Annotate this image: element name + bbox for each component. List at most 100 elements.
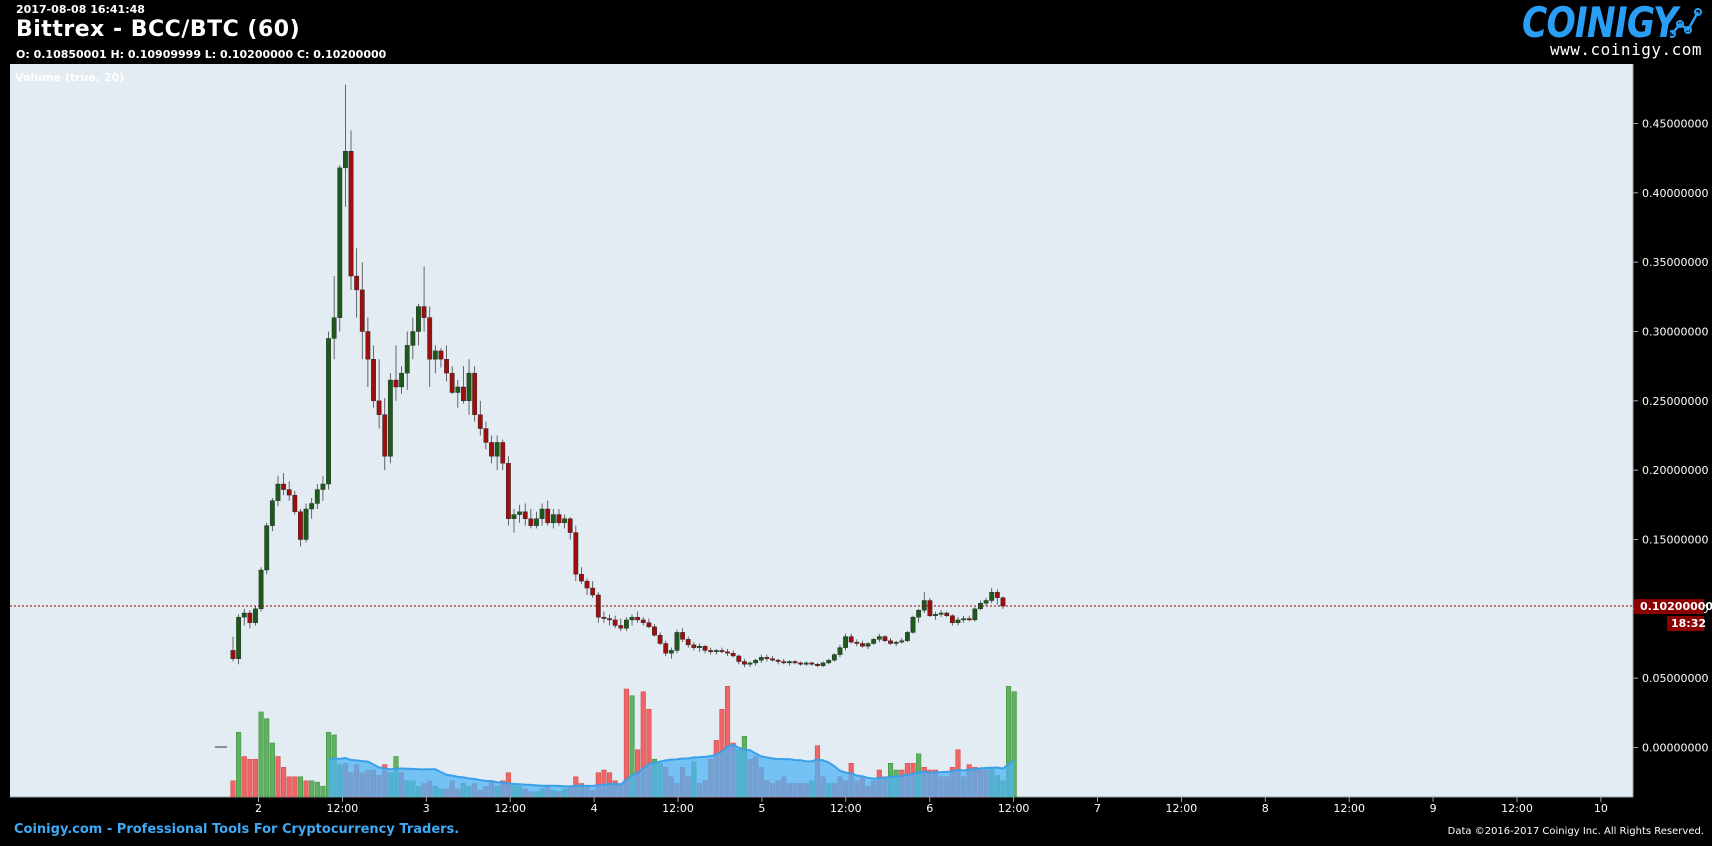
candle-body (264, 525, 270, 571)
candle-body (697, 646, 702, 648)
candle-body (567, 518, 573, 533)
candle-body (365, 331, 371, 360)
candle-body (652, 626, 657, 636)
coinigy-logo[interactable]: COINIGY www.coinigy.com (1522, 0, 1702, 62)
footer-tagline[interactable]: Coinigy.com - Professional Tools For Cry… (14, 822, 460, 837)
candle-body (736, 655, 742, 662)
candle-body (432, 350, 438, 360)
candle-body (556, 514, 562, 524)
y-tick-label: 0.15000000 (1642, 534, 1708, 547)
candle-body (758, 657, 764, 661)
candle-body (309, 503, 315, 510)
candle-body (500, 442, 506, 464)
candle-body (888, 640, 893, 644)
candle-body (404, 345, 410, 374)
x-tick-label: 6 (926, 802, 933, 815)
candle-body (742, 661, 747, 665)
volume-bar (247, 758, 253, 798)
candle-body (775, 659, 781, 662)
candle-body (753, 659, 759, 664)
candle-body (843, 636, 848, 648)
candle-body (994, 591, 1000, 598)
volume-ma-line (328, 743, 1015, 788)
candle-body (376, 400, 382, 415)
volume-bar (258, 711, 264, 798)
candle-body (725, 651, 730, 654)
candle-body (927, 600, 933, 616)
candle-body (326, 338, 331, 485)
candle-body (680, 632, 686, 640)
candle-body (573, 532, 579, 575)
plot-area[interactable] (10, 64, 1633, 797)
candle-body (382, 414, 388, 457)
candle-body (730, 653, 736, 657)
volume-ma-fill (328, 744, 1015, 797)
candle-body (236, 616, 242, 659)
x-tick-label: 8 (1262, 802, 1269, 815)
candle-body (528, 518, 534, 526)
volume-bar (269, 742, 275, 798)
x-tick-label: 4 (591, 802, 598, 815)
candle-body (708, 650, 714, 653)
candle-body (871, 639, 877, 644)
candle-body (848, 636, 854, 643)
candle-body (489, 442, 494, 457)
candle-body (831, 654, 837, 661)
candle-body (494, 442, 500, 457)
candle-body (601, 616, 607, 619)
ohlc-readout: O: 0.10850001 H: 0.10909999 L: 0.1020000… (16, 48, 387, 61)
logo-url: www.coinigy.com (1550, 40, 1702, 59)
candle-body (472, 372, 478, 415)
x-tick-label: 12:00 (998, 802, 1030, 815)
candle-body (410, 331, 416, 346)
candle-body (461, 386, 466, 402)
candle-body (539, 508, 545, 519)
candle-body (663, 643, 669, 654)
volume-bar (281, 767, 287, 798)
candle-body (371, 359, 376, 402)
candle-body (803, 662, 809, 665)
candle-body (320, 483, 326, 490)
candle-body (359, 289, 365, 332)
y-tick-label: 0.05000000 (1642, 672, 1708, 685)
candle-body (938, 612, 944, 615)
candle-body (421, 306, 427, 318)
x-tick-label: 9 (1430, 802, 1437, 815)
candle-body (770, 658, 775, 661)
candle-body (427, 317, 433, 360)
y-tick-label: 0.30000000 (1642, 326, 1708, 339)
candle-body (534, 518, 539, 526)
candle-body (269, 500, 275, 526)
candle-body (579, 573, 584, 582)
candle-body (792, 661, 798, 664)
candle-body (854, 641, 860, 644)
volume-bar (297, 776, 303, 798)
volume-bar (275, 756, 281, 798)
x-tick-label: 12:00 (1333, 802, 1365, 815)
volume-bar (309, 780, 315, 798)
candle-body (837, 647, 843, 655)
candle-body (905, 632, 910, 641)
x-tick-label: 12:00 (662, 802, 694, 815)
y-tick-label: 0.35000000 (1642, 256, 1708, 269)
y-tick-label: 0.00000000 (1642, 742, 1708, 755)
candle-body (786, 661, 792, 664)
x-tick-label: 7 (1094, 802, 1101, 815)
candle-body (899, 640, 905, 643)
candle-body (466, 372, 472, 402)
candle-body (798, 662, 804, 665)
candle-body (865, 643, 871, 647)
candle-body (989, 591, 995, 601)
candle-body (477, 414, 483, 429)
candle-body (562, 518, 567, 524)
candle-body (674, 632, 680, 651)
candle-body (764, 657, 770, 659)
candle-body (393, 379, 399, 388)
volume-bar (286, 776, 292, 798)
candle-body (781, 661, 787, 664)
candle-body (505, 463, 511, 519)
candle-body (1000, 597, 1006, 607)
candle-body (449, 372, 455, 393)
candle-body (719, 650, 725, 653)
